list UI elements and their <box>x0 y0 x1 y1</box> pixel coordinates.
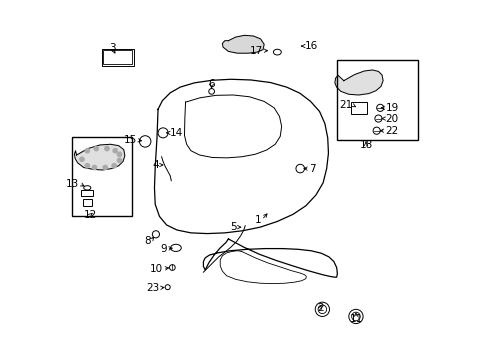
Text: 13: 13 <box>66 179 80 189</box>
Text: 15: 15 <box>123 135 136 145</box>
Text: 18: 18 <box>359 140 372 150</box>
Circle shape <box>85 163 89 168</box>
Text: 9: 9 <box>160 244 166 253</box>
Circle shape <box>94 147 98 151</box>
Circle shape <box>112 163 116 168</box>
Text: 3: 3 <box>109 43 115 53</box>
Text: 16: 16 <box>304 41 317 51</box>
Text: 21: 21 <box>339 100 352 110</box>
Bar <box>72 137 132 216</box>
Text: 8: 8 <box>144 236 151 246</box>
Text: 17: 17 <box>249 46 263 56</box>
Bar <box>81 190 93 196</box>
Text: 1: 1 <box>255 215 261 225</box>
Circle shape <box>117 152 122 157</box>
Circle shape <box>80 157 84 161</box>
Bar <box>102 49 134 66</box>
Text: 22: 22 <box>385 126 398 136</box>
Bar <box>336 60 417 140</box>
Polygon shape <box>222 35 264 53</box>
Text: 12: 12 <box>83 210 97 220</box>
Circle shape <box>104 147 109 151</box>
Text: 6: 6 <box>208 79 215 89</box>
Text: 20: 20 <box>385 113 398 123</box>
Circle shape <box>117 158 122 162</box>
Bar <box>83 199 92 206</box>
Bar <box>103 50 132 64</box>
Circle shape <box>103 165 107 170</box>
Text: 19: 19 <box>385 103 398 113</box>
Text: 10: 10 <box>150 264 163 274</box>
Text: 7: 7 <box>309 163 316 174</box>
Text: 23: 23 <box>146 283 159 293</box>
Text: 4: 4 <box>152 160 159 170</box>
Circle shape <box>92 165 97 170</box>
Polygon shape <box>74 144 124 170</box>
Text: 2: 2 <box>316 303 323 313</box>
Text: 5: 5 <box>229 222 236 232</box>
Text: 14: 14 <box>170 128 183 138</box>
Polygon shape <box>334 70 382 95</box>
Bar <box>350 103 366 114</box>
Circle shape <box>113 149 117 153</box>
Circle shape <box>85 149 89 153</box>
Text: 11: 11 <box>348 314 362 324</box>
